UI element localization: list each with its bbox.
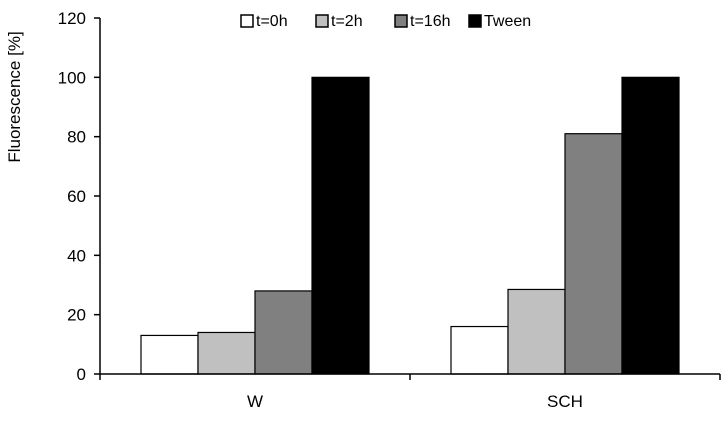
y-tick-label: 80 (67, 128, 86, 147)
y-tick-label: 20 (67, 306, 86, 325)
y-tick-label: 40 (67, 246, 86, 265)
bar-t-2h-sch (507, 288, 566, 375)
legend-swatch (468, 14, 482, 28)
y-axis-title: Fluorescence [%] (5, 31, 24, 162)
legend-swatch (394, 14, 408, 28)
legend: t=0h t=2h t=16h Tween (240, 13, 531, 30)
bar-t-2h-w (197, 331, 256, 375)
legend-label: t=0h (256, 13, 288, 30)
y-tick-label: 0 (77, 365, 86, 384)
legend-label: Tween (484, 13, 531, 30)
y-tick-label: 100 (58, 68, 86, 87)
bar-t-0h-w (140, 334, 199, 375)
bar-tween-w (311, 76, 370, 375)
y-tick-label: 120 (58, 9, 86, 28)
legend-swatch (240, 14, 254, 28)
x-category-label: W (247, 392, 263, 411)
x-category-label: SCH (547, 392, 583, 411)
bar-t-16h-sch (564, 133, 623, 375)
bar-tween-sch (621, 76, 680, 375)
plot-area: 0 20 40 60 80 100 120 W SCH (58, 9, 721, 411)
y-tick-label: 60 (67, 187, 86, 206)
bar-t-16h-w (254, 290, 313, 375)
legend-label: t=2h (331, 13, 363, 30)
legend-swatch (315, 14, 329, 28)
legend-label: t=16h (410, 13, 450, 30)
bar-t-0h-sch (450, 325, 509, 375)
